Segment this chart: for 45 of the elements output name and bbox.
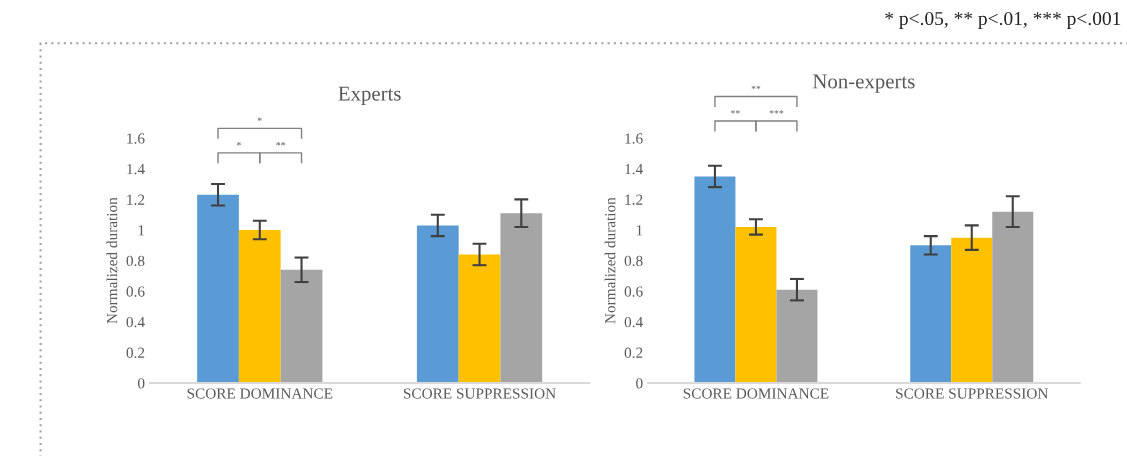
bar: [910, 245, 952, 384]
bar: [238, 229, 281, 384]
bar: [280, 269, 323, 384]
y-tick-label: 1.6: [127, 133, 145, 144]
y-tick-label: 1.4: [625, 163, 643, 175]
y-tick-label: 1: [138, 225, 145, 236]
x-tick-label: SCORE DOMINANCE: [683, 388, 829, 399]
chart-title: Non-experts: [812, 74, 915, 93]
y-tick-label: 1: [636, 225, 643, 236]
y-tick-label: 1.2: [127, 194, 145, 205]
bar: [694, 176, 736, 384]
x-tick-label: SCORE SUPPRESSION: [403, 388, 556, 399]
annotation: *: [236, 141, 241, 146]
y-tick-label: 0.8: [126, 255, 145, 267]
y-tick-label: 1.2: [625, 194, 643, 205]
y-axis-title: Normalized duration: [604, 197, 616, 324]
y-tick-label: 0.4: [624, 316, 643, 328]
y-tick-label: 0.6: [126, 286, 145, 297]
bar: [992, 211, 1034, 384]
y-tick-label: 0.4: [126, 316, 145, 328]
y-tick-label: 0.8: [624, 255, 643, 267]
bar: [951, 237, 993, 384]
y-tick-label: 0: [636, 378, 643, 389]
bar: [458, 254, 501, 384]
bar: [197, 194, 239, 384]
y-tick-label: 0.2: [624, 347, 643, 358]
text: **: [731, 110, 740, 114]
x-tick-label: SCORE SUPPRESSION: [896, 388, 1049, 399]
y-tick-label: 0.6: [624, 286, 643, 297]
bar: [776, 289, 818, 384]
text: ***: [769, 110, 784, 114]
annotation: **: [276, 141, 286, 146]
text: * p<.05, ** p<.01, *** p<.001: [885, 11, 1121, 30]
y-tick-label: 1.6: [625, 133, 643, 144]
y-axis-title: Normalized duration: [106, 197, 118, 324]
y-tick-label: 0.2: [126, 347, 145, 358]
x-tick-label: SCORE DOMINANCE: [187, 388, 333, 399]
bar: [416, 225, 459, 384]
bar: [735, 226, 777, 384]
text: *: [257, 117, 262, 122]
bar: [500, 213, 543, 384]
text: **: [751, 85, 761, 90]
chart-title: Experts: [338, 86, 401, 105]
y-tick-label: 0: [137, 378, 145, 389]
y-tick-label: 1.4: [127, 163, 145, 175]
